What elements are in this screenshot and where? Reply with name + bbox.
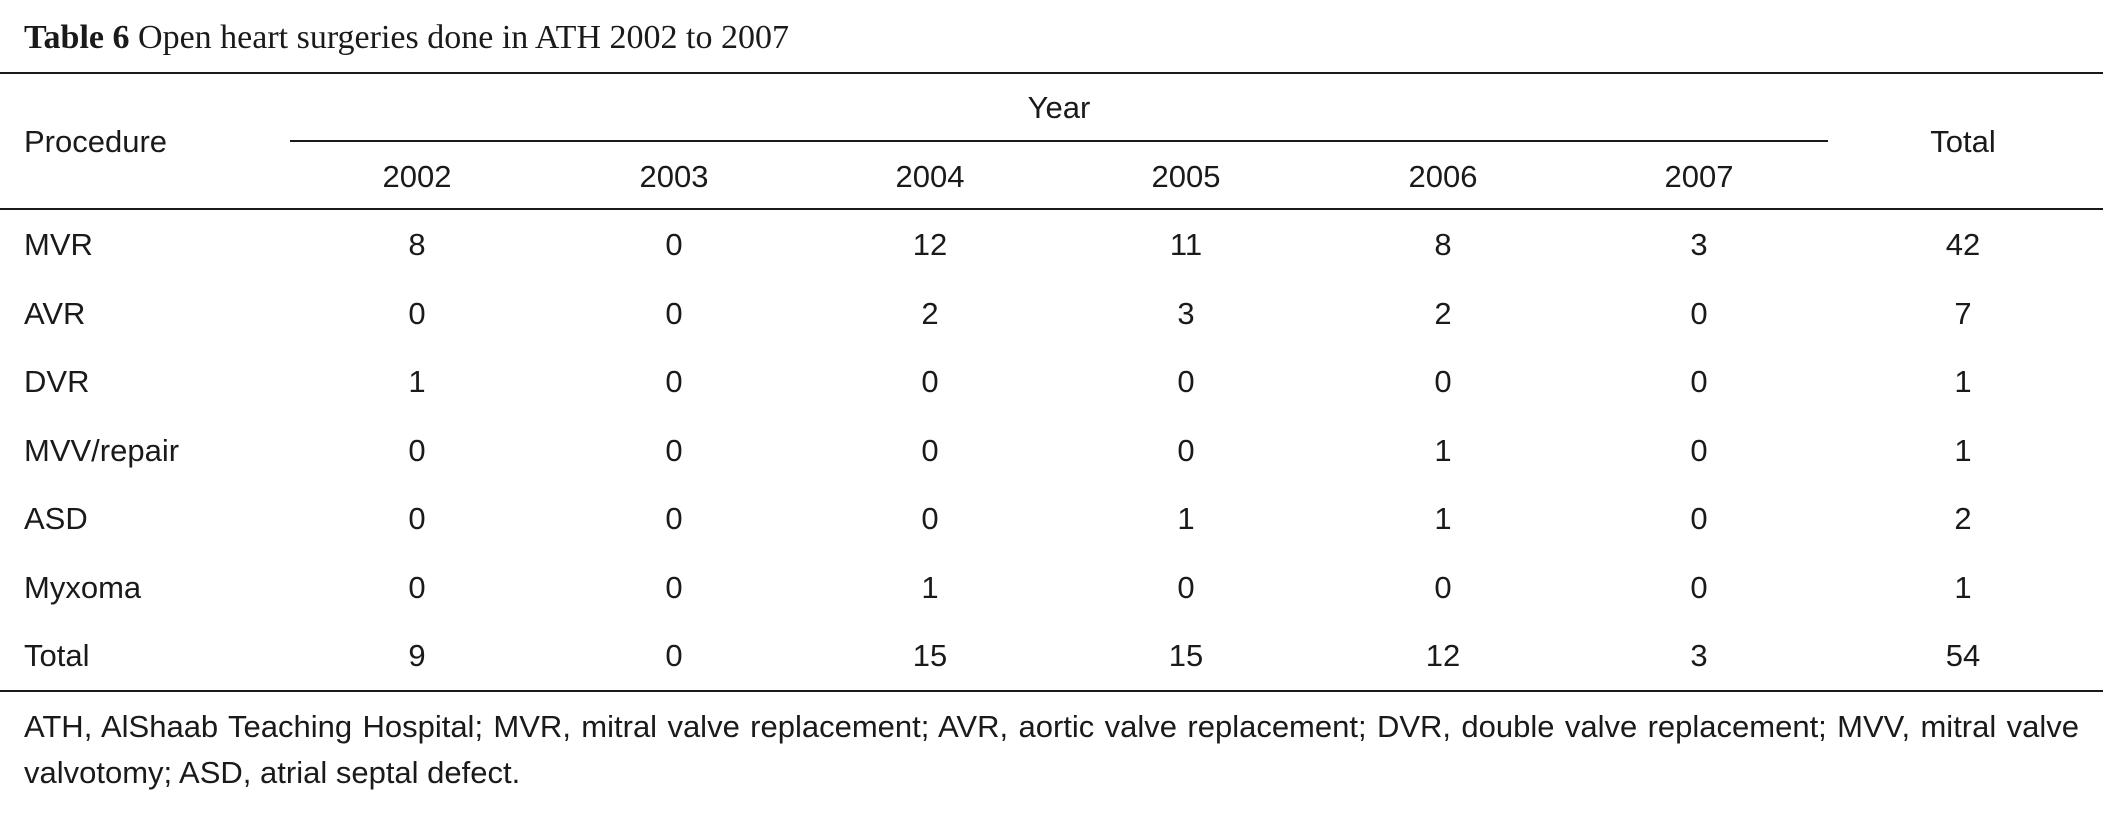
row-value-2007: 0 — [1690, 501, 1708, 536]
row-procedure: MVV/repair — [24, 432, 180, 468]
row-value-2005: 3 — [1177, 295, 1195, 331]
header-total: Total — [1930, 124, 1996, 159]
row-value-2007: 3 — [1690, 638, 1708, 673]
row-total: 2 — [1954, 501, 1972, 536]
header-year-2007: 2007 — [1664, 159, 1734, 194]
table-footnote: ATH, AlShaab Teaching Hospital; MVR, mit… — [24, 709, 2079, 790]
row-total: 7 — [1954, 295, 1972, 331]
row-value-2004: 2 — [921, 295, 939, 331]
row-value-2006: 0 — [1434, 569, 1452, 605]
row-value-2003: 0 — [665, 638, 683, 673]
year-group-rule — [290, 140, 1828, 142]
row-value-2006: 1 — [1434, 501, 1452, 536]
row-value-2006: 2 — [1434, 295, 1452, 331]
header-procedure: Procedure — [24, 124, 168, 159]
row-value-2006: 0 — [1434, 364, 1452, 399]
row-procedure: AVR — [24, 295, 86, 331]
header-year-2002: 2002 — [382, 159, 452, 194]
row-value-2007: 0 — [1690, 295, 1708, 331]
row-value-2003: 0 — [665, 432, 683, 468]
header-year-2005: 2005 — [1151, 159, 1221, 194]
table-caption: Table 6 Open heart surgeries done in ATH… — [24, 16, 789, 60]
header-year-2006: 2006 — [1408, 159, 1478, 194]
row-value-2005: 0 — [1177, 432, 1195, 468]
row-value-2004: 1 — [921, 569, 939, 605]
row-value-2002: 0 — [408, 295, 426, 331]
header-year-2003: 2003 — [639, 159, 709, 194]
row-procedure: MVR — [24, 227, 93, 262]
row-value-2007: 0 — [1690, 569, 1708, 605]
row-procedure: Total — [24, 638, 90, 673]
header-bottom-rule — [0, 208, 2103, 210]
top-rule — [0, 72, 2103, 74]
row-value-2004: 0 — [921, 501, 939, 536]
row-value-2006: 1 — [1434, 432, 1452, 468]
row-total: 42 — [1945, 227, 1981, 262]
table-caption-label: Table 6 — [24, 19, 130, 56]
row-procedure: ASD — [24, 501, 88, 536]
row-value-2005: 0 — [1177, 569, 1195, 605]
row-value-2002: 8 — [408, 227, 426, 262]
row-value-2006: 12 — [1425, 638, 1461, 673]
row-value-2002: 9 — [408, 638, 426, 673]
row-procedure: Myxoma — [24, 569, 142, 605]
row-value-2007: 3 — [1690, 227, 1708, 262]
row-total: 1 — [1954, 569, 1972, 605]
row-total: 1 — [1954, 432, 1972, 468]
row-value-2003: 0 — [665, 227, 683, 262]
row-value-2005: 0 — [1177, 364, 1195, 399]
row-value-2004: 15 — [912, 638, 948, 673]
table-caption-text: Open heart surgeries done in ATH 2002 to… — [138, 19, 789, 56]
header-year-2004: 2004 — [895, 159, 965, 194]
row-value-2002: 0 — [408, 569, 426, 605]
row-value-2003: 0 — [665, 501, 683, 536]
row-value-2002: 0 — [408, 501, 426, 536]
row-total: 54 — [1945, 638, 1981, 673]
row-value-2003: 0 — [665, 569, 683, 605]
row-value-2002: 0 — [408, 432, 426, 468]
row-value-2005: 15 — [1168, 638, 1204, 673]
row-value-2005: 11 — [1169, 227, 1203, 262]
row-procedure: DVR — [24, 364, 90, 399]
row-value-2003: 0 — [665, 364, 683, 399]
row-value-2007: 0 — [1690, 432, 1708, 468]
row-value-2006: 8 — [1434, 227, 1452, 262]
bottom-rule — [0, 690, 2103, 692]
header-year-group: Year — [1027, 90, 1091, 125]
row-value-2002: 1 — [408, 364, 426, 399]
row-total: 1 — [1954, 364, 1972, 399]
row-value-2007: 0 — [1690, 364, 1708, 399]
row-value-2005: 1 — [1177, 501, 1195, 536]
row-value-2004: 0 — [921, 432, 939, 468]
row-value-2003: 0 — [665, 295, 683, 331]
row-value-2004: 12 — [912, 227, 948, 262]
row-value-2004: 0 — [921, 364, 939, 399]
